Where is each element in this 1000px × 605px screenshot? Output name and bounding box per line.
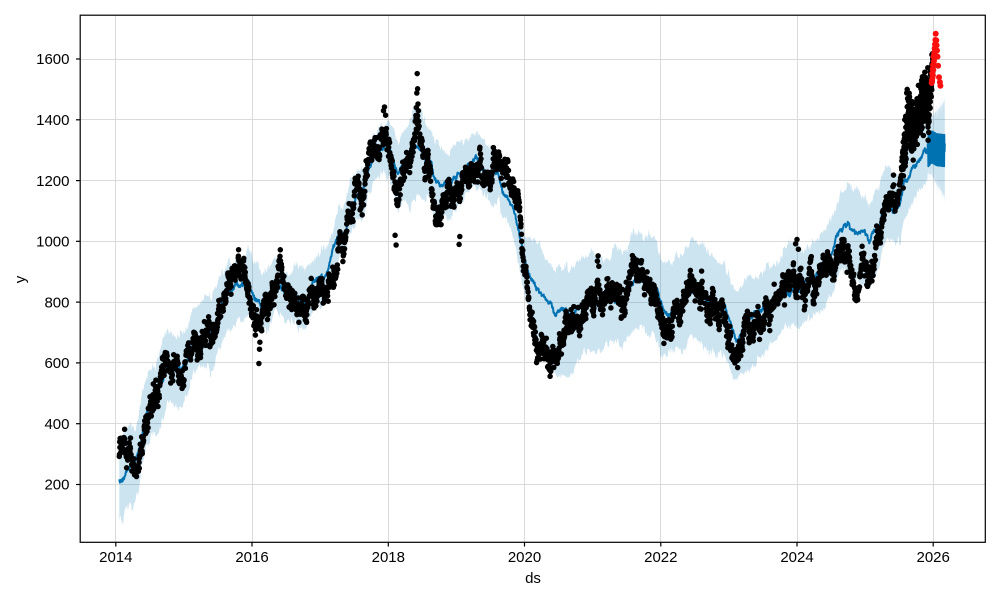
svg-text:800: 800 bbox=[44, 294, 69, 311]
svg-text:y: y bbox=[12, 275, 29, 283]
svg-text:200: 200 bbox=[44, 477, 69, 494]
svg-text:2022: 2022 bbox=[644, 549, 677, 566]
svg-text:ds: ds bbox=[525, 570, 541, 587]
svg-text:1600: 1600 bbox=[36, 51, 69, 68]
svg-text:400: 400 bbox=[44, 416, 69, 433]
svg-text:1400: 1400 bbox=[36, 112, 69, 129]
svg-text:2026: 2026 bbox=[917, 549, 950, 566]
svg-text:2014: 2014 bbox=[99, 549, 132, 566]
svg-text:1200: 1200 bbox=[36, 173, 69, 190]
svg-text:600: 600 bbox=[44, 355, 69, 372]
svg-text:2020: 2020 bbox=[508, 549, 541, 566]
svg-text:1000: 1000 bbox=[36, 234, 69, 251]
svg-text:2024: 2024 bbox=[780, 549, 813, 566]
svg-text:2016: 2016 bbox=[235, 549, 268, 566]
svg-text:2018: 2018 bbox=[372, 549, 405, 566]
